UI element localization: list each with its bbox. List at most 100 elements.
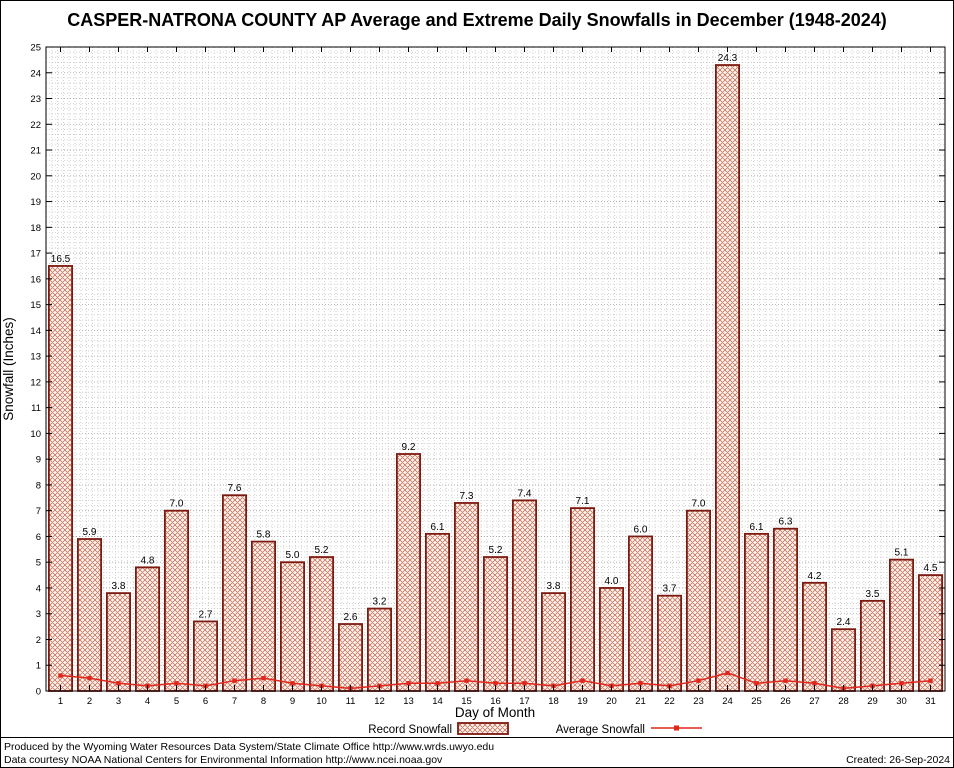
y-tick-label: 11 (31, 403, 41, 414)
y-tick-label: 23 (30, 94, 41, 105)
bar-value-label: 6.3 (779, 517, 793, 528)
bar-value-label: 5.9 (83, 527, 97, 538)
record-bar-day-30 (889, 558, 915, 692)
y-tick-label: 2 (36, 635, 41, 646)
record-bar-day-22 (657, 594, 683, 692)
record-bar-day-31 (918, 574, 944, 692)
record-bar-day-26 (773, 527, 799, 692)
x-tick-label: 31 (925, 696, 936, 707)
y-tick-label: 21 (30, 146, 41, 157)
bar-value-label: 7.4 (518, 488, 532, 499)
footer-data-courtesy: Data courtesy NOAA National Centers for … (4, 754, 443, 766)
average-marker-day-15 (464, 678, 469, 683)
record-bar-day-7 (221, 494, 247, 692)
x-tick-label: 4 (145, 696, 150, 707)
y-axis-ticks: 0123456789101112131415161718192021222324… (30, 43, 945, 698)
average-marker-day-24 (725, 670, 730, 676)
x-tick-label: 8 (261, 696, 266, 707)
x-tick-label: 27 (809, 696, 820, 707)
bar-value-label: 5.2 (489, 545, 503, 556)
bar-value-labels: 16.5 5.9 3.8 4.8 7.0 2.7 7.6 5.8 5.0 5.2 2.6 3.2 9.2… (51, 53, 938, 628)
bar-value-label: 4.8 (141, 555, 155, 566)
x-tick-label: 29 (867, 696, 878, 707)
bar-value-label: 7.6 (228, 483, 242, 494)
x-tick-label: 13 (403, 696, 414, 707)
footer-produced-by: Produced by the Wyoming Water Resources … (4, 741, 494, 753)
record-bar-day-13 (395, 453, 421, 692)
bar-value-label: 3.8 (112, 581, 126, 592)
bar-value-label: 7.0 (170, 499, 184, 510)
bar-value-label: 5.1 (895, 548, 909, 559)
record-bar-day-1 (48, 265, 74, 692)
y-tick-label: 4 (36, 583, 41, 594)
bar-value-label: 3.5 (866, 589, 880, 600)
record-bar-day-17 (512, 499, 538, 692)
record-bar-day-12 (366, 607, 392, 692)
y-tick-label: 17 (30, 249, 41, 260)
average-marker-day-13 (406, 681, 411, 686)
legend-record-swatch (457, 722, 509, 735)
bar-value-label: 4.2 (808, 571, 822, 582)
x-tick-label: 24 (722, 696, 733, 707)
average-marker-day-5 (174, 681, 179, 686)
average-marker-day-3 (116, 681, 121, 686)
grid (46, 47, 945, 691)
y-tick-label: 5 (36, 558, 41, 569)
record-bar-day-5 (163, 509, 189, 692)
x-tick-label: 5 (174, 696, 179, 707)
average-marker-day-9 (290, 681, 295, 686)
bar-value-label: 7.3 (460, 491, 474, 502)
record-bar-day-21 (628, 535, 654, 692)
y-tick-label: 8 (36, 480, 41, 491)
record-bar-day-4 (134, 566, 160, 692)
legend-average-marker (674, 725, 679, 731)
y-tick-label: 24 (30, 68, 41, 79)
record-bar-day-18 (541, 592, 567, 692)
y-tick-label: 13 (30, 352, 41, 363)
legend-record-label: Record Snowfall (368, 724, 452, 736)
record-bar-day-2 (77, 538, 103, 692)
x-tick-label: 22 (664, 696, 675, 707)
chart-title: CASPER-NATRONA COUNTY AP Average and Ext… (67, 10, 887, 30)
average-marker-day-1 (58, 673, 63, 678)
average-marker-day-25 (754, 681, 759, 686)
record-bar-day-14 (424, 532, 450, 692)
x-tick-label: 20 (606, 696, 617, 707)
y-tick-label: 16 (30, 274, 41, 285)
legend-average-label: Average Snowfall (556, 724, 645, 736)
record-bar-day-8 (250, 540, 276, 692)
record-bar-day-15 (453, 502, 479, 692)
x-tick-label: 30 (896, 696, 907, 707)
bar-value-label: 6.1 (431, 522, 445, 533)
x-tick-label: 12 (374, 696, 385, 707)
record-bar-day-16 (482, 556, 508, 692)
bar-value-label: 3.2 (373, 597, 387, 608)
x-tick-label: 1 (58, 696, 63, 707)
bar-value-label: 6.1 (750, 522, 764, 533)
x-tick-label: 10 (316, 696, 327, 707)
x-tick-label: 21 (635, 696, 646, 707)
y-tick-label: 10 (30, 429, 41, 440)
bar-value-label: 2.7 (199, 609, 213, 620)
record-bar-day-10 (308, 556, 334, 692)
bar-value-label: 7.1 (576, 496, 590, 507)
y-tick-label: 3 (36, 609, 41, 620)
bar-value-label: 7.0 (692, 499, 706, 510)
record-bar-day-28 (831, 628, 857, 692)
average-marker-day-17 (522, 681, 527, 686)
average-marker-day-27 (812, 681, 817, 686)
x-tick-label: 7 (232, 696, 237, 707)
x-tick-label: 11 (346, 696, 356, 707)
average-marker-day-7 (232, 678, 237, 683)
bar-value-label: 9.2 (402, 442, 416, 453)
average-marker-day-26 (783, 678, 788, 683)
record-bar-day-9 (279, 561, 305, 692)
y-tick-label: 19 (30, 197, 41, 208)
bar-value-label: 4.5 (924, 563, 938, 574)
y-tick-label: 25 (30, 43, 41, 54)
record-bar-day-11 (337, 623, 363, 692)
y-tick-label: 15 (30, 300, 41, 311)
x-tick-label: 17 (519, 696, 530, 707)
x-tick-label: 14 (432, 696, 443, 707)
